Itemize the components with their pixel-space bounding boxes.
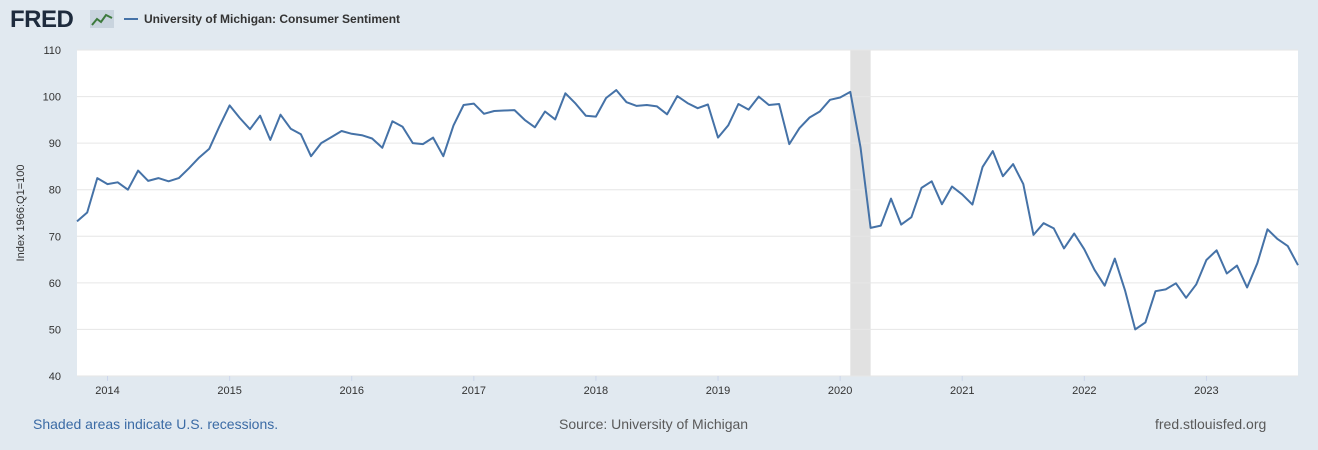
series-line (76, 89, 1299, 331)
x-tick-label: 2021 (950, 385, 974, 397)
y-tick-label: 50 (49, 324, 61, 336)
site-link[interactable]: fred.stlouisfed.org (1155, 416, 1267, 432)
y-tick-label: 70 (49, 231, 61, 243)
x-tick-label: 2014 (95, 385, 119, 397)
y-tick-label: 110 (43, 45, 61, 57)
y-tick-label: 60 (49, 278, 61, 290)
y-axis-label: Index 1966:Q1=100 (15, 165, 27, 262)
plot-area (77, 50, 1298, 376)
x-tick-label: 2023 (1194, 385, 1218, 397)
x-tick-label: 2015 (217, 385, 241, 397)
line-chart: 40 50 60 70 80 90 100 110 2014 2015 2016 2017 2018 20… (15, 45, 1299, 397)
chart-legend: University of Michigan: Consumer Sentime… (124, 12, 400, 26)
y-tick-label: 100 (43, 92, 61, 104)
legend-series-label: University of Michigan: Consumer Sentime… (144, 12, 401, 26)
x-tick-label: 2017 (462, 385, 486, 397)
source-note: Source: University of Michigan (559, 416, 749, 432)
recession-band (850, 50, 871, 376)
x-tick-label: 2018 (584, 385, 608, 397)
x-tick-label: 2020 (828, 385, 852, 397)
legend-swatch (124, 18, 138, 20)
recession-note: Shaded areas indicate U.S. recessions. (33, 416, 279, 432)
x-tick-label: 2022 (1072, 385, 1096, 397)
y-tick-label: 90 (49, 138, 61, 150)
fred-logo[interactable]: FRED (10, 6, 74, 33)
x-tick-label: 2019 (706, 385, 730, 397)
y-tick-label: 80 (49, 185, 61, 197)
x-tick-label: 2016 (339, 385, 363, 397)
y-tick-label: 40 (49, 371, 61, 383)
line-chart-icon (90, 10, 114, 28)
